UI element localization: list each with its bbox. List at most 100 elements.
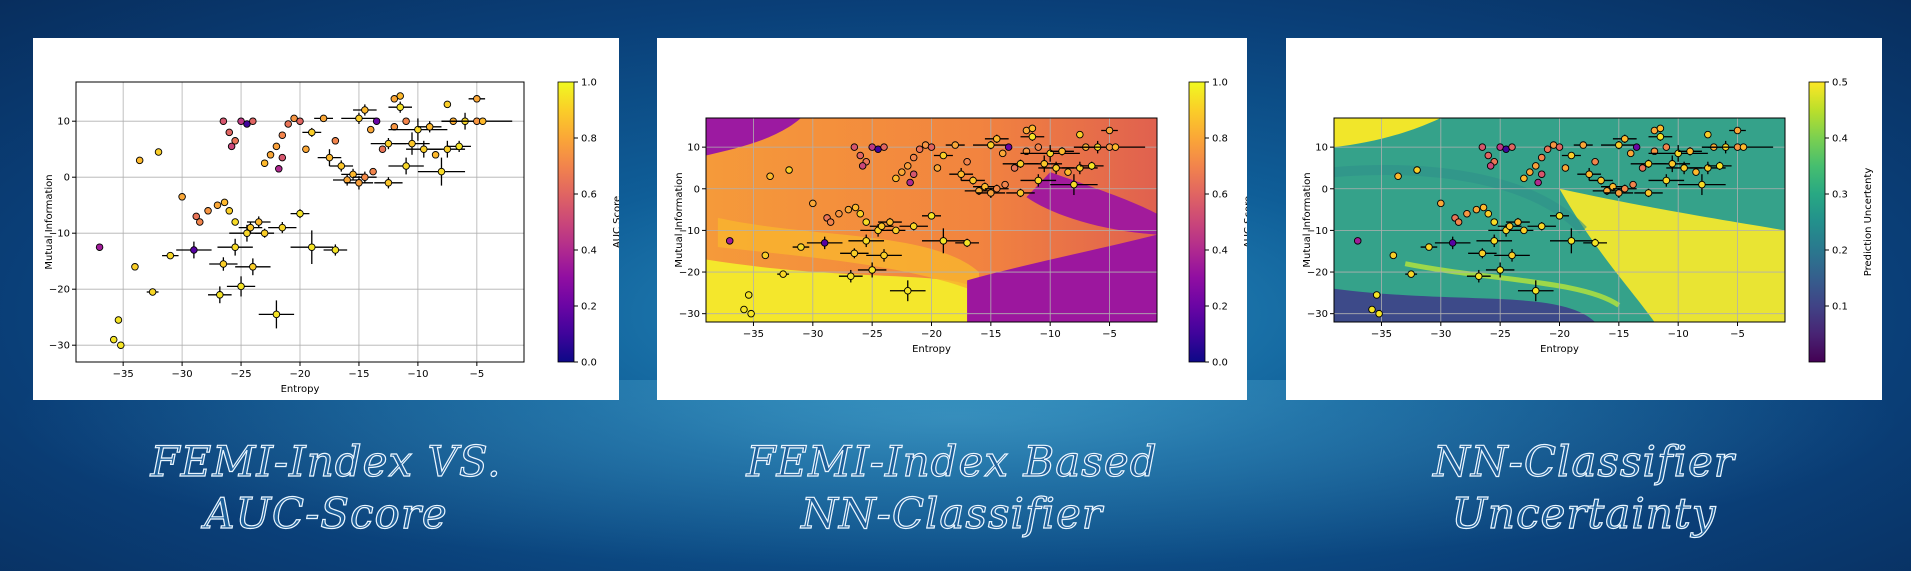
data-point bbox=[325, 153, 334, 162]
data-point bbox=[278, 223, 287, 232]
data-point bbox=[820, 239, 829, 247]
data-point bbox=[1638, 164, 1647, 172]
data-point bbox=[880, 251, 888, 260]
data-point bbox=[909, 222, 918, 230]
data-point bbox=[1105, 126, 1114, 135]
caption-line-1: NN-Classifier bbox=[1433, 436, 1735, 486]
data-point bbox=[1537, 170, 1546, 178]
data-point bbox=[1004, 143, 1013, 151]
x-tick-label: −25 bbox=[1490, 329, 1511, 340]
colorbar-tick-label: 0.0 bbox=[1212, 358, 1228, 369]
data-point bbox=[898, 168, 906, 176]
colorbar-tick-label: 1.0 bbox=[581, 78, 597, 89]
y-tick-label: 0 bbox=[694, 184, 700, 195]
data-point bbox=[1478, 249, 1487, 258]
data-point bbox=[231, 137, 239, 145]
y-tick-label: −20 bbox=[49, 285, 70, 296]
y-tick-label: 10 bbox=[1315, 143, 1328, 154]
data-point bbox=[740, 305, 748, 314]
colorbar-tick-label: 0.6 bbox=[1212, 190, 1228, 201]
data-point bbox=[225, 128, 234, 137]
data-point bbox=[862, 237, 870, 245]
data-point bbox=[225, 207, 234, 215]
data-point bbox=[117, 341, 125, 349]
data-point bbox=[390, 95, 399, 103]
data-point bbox=[1372, 291, 1381, 299]
data-point bbox=[1520, 226, 1528, 235]
data-point bbox=[249, 117, 257, 125]
data-point bbox=[355, 179, 363, 187]
data-point bbox=[1490, 218, 1498, 226]
data-point bbox=[1733, 126, 1742, 135]
data-point bbox=[227, 142, 236, 151]
data-point bbox=[1656, 132, 1665, 141]
data-point bbox=[1537, 153, 1546, 162]
data-point bbox=[993, 185, 1001, 193]
data-point bbox=[1532, 287, 1540, 295]
data-point bbox=[296, 117, 304, 125]
data-point bbox=[847, 272, 855, 280]
data-point bbox=[272, 142, 281, 151]
data-point bbox=[1475, 272, 1483, 280]
data-point bbox=[216, 291, 224, 299]
data-point bbox=[1407, 270, 1415, 278]
data-point bbox=[850, 143, 859, 151]
caption-line-1: FEMI-Index Based bbox=[746, 436, 1158, 486]
data-point bbox=[880, 143, 888, 151]
data-point bbox=[1034, 176, 1043, 185]
data-point bbox=[1514, 218, 1522, 226]
data-point bbox=[1561, 164, 1570, 172]
y-tick-label: −20 bbox=[1307, 268, 1328, 279]
data-point bbox=[135, 156, 144, 165]
data-point bbox=[402, 117, 410, 125]
data-point bbox=[196, 218, 204, 226]
data-point bbox=[1591, 239, 1599, 247]
data-point bbox=[1555, 143, 1564, 151]
auc-scatter-chart: −35 −30 −25 −20 −15 −10 −5 −30 −20 −10 0 10 Entropy M… bbox=[44, 78, 619, 396]
data-point bbox=[272, 310, 281, 319]
data-point bbox=[1621, 135, 1629, 143]
data-point bbox=[1597, 176, 1605, 185]
colorbar-tick-label: 0.4 bbox=[1212, 246, 1228, 257]
decision-region-light-orange bbox=[717, 217, 979, 293]
panel-classifier: −35 −30 −25 −20 −15 −10 −5 −30 −20 −10 0 10 Entropy M… bbox=[657, 38, 1247, 400]
data-point bbox=[95, 243, 104, 251]
colorbar-tick-label: 0.2 bbox=[581, 302, 597, 313]
data-point bbox=[425, 123, 434, 131]
x-tick-label: −30 bbox=[802, 329, 823, 340]
data-point bbox=[290, 114, 298, 123]
data-point bbox=[284, 120, 292, 128]
data-point bbox=[969, 176, 977, 185]
data-point bbox=[987, 141, 995, 149]
caption-line-1: FEMI-Index VS. bbox=[150, 436, 502, 486]
data-point bbox=[1692, 168, 1700, 176]
data-point bbox=[219, 260, 228, 268]
data-point bbox=[915, 145, 924, 153]
data-point bbox=[396, 92, 404, 100]
decision-region-yellow bbox=[706, 259, 968, 322]
data-point bbox=[1520, 174, 1528, 183]
data-point bbox=[1656, 124, 1665, 133]
data-point bbox=[154, 148, 163, 156]
data-point bbox=[766, 172, 774, 181]
x-tick-label: −35 bbox=[743, 329, 764, 340]
data-point bbox=[957, 170, 965, 178]
data-point bbox=[1001, 180, 1009, 189]
data-point bbox=[1534, 178, 1542, 187]
data-point bbox=[951, 141, 959, 149]
data-point bbox=[1644, 160, 1653, 168]
data-point bbox=[939, 151, 948, 160]
data-point bbox=[886, 218, 894, 226]
data-point bbox=[1454, 218, 1463, 226]
data-point bbox=[761, 251, 770, 260]
data-point bbox=[1389, 251, 1398, 260]
decision-region-purple-wedge bbox=[1026, 172, 1157, 235]
x-tick-label: −30 bbox=[1430, 329, 1451, 340]
data-point bbox=[1064, 168, 1072, 176]
x-tick-label: −10 bbox=[1040, 329, 1061, 340]
data-point bbox=[906, 178, 914, 187]
data-point bbox=[1668, 160, 1677, 168]
colorbar-tick-label: 0.2 bbox=[1212, 302, 1228, 313]
colorbar-tick-label: 0.0 bbox=[581, 358, 597, 369]
data-point bbox=[747, 309, 755, 318]
